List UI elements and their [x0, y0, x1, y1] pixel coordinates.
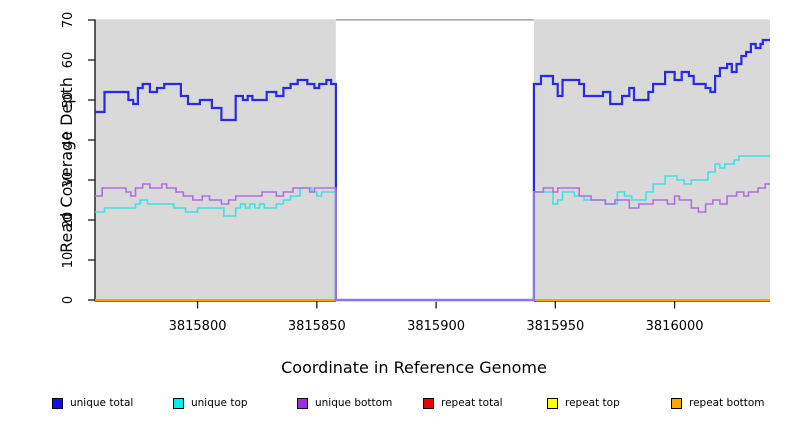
- legend-label: repeat top: [565, 397, 620, 409]
- legend-swatch-unique-bottom: [297, 397, 308, 409]
- legend-label: repeat total: [441, 397, 503, 409]
- legend-swatch-repeat-bottom: [671, 397, 682, 409]
- legend-label: repeat bottom: [689, 397, 765, 409]
- y-tick-label: 60: [61, 52, 76, 69]
- legend-swatch-unique-top: [173, 397, 184, 409]
- legend-label: unique top: [191, 397, 248, 409]
- legend-label: unique bottom: [315, 397, 393, 409]
- legend-item-unique-top: unique top: [173, 395, 248, 411]
- legend-label: unique total: [70, 397, 134, 409]
- x-tick-label: 3815800: [169, 319, 227, 334]
- coverage-panel-right: [533, 19, 770, 301]
- legend-item-repeat-total: repeat total: [423, 395, 503, 411]
- legend-item-repeat-bottom: repeat bottom: [671, 395, 765, 411]
- legend-item-unique-total: unique total: [52, 395, 133, 411]
- legend-item-repeat-top: repeat top: [547, 395, 620, 411]
- legend-swatch-repeat-total: [423, 397, 434, 409]
- series-line-unique-total: [95, 38, 770, 302]
- chart-legend: unique total unique top unique bottom repea…: [0, 395, 792, 415]
- y-tick-label: 30: [61, 172, 76, 189]
- y-tick-label: 70: [61, 12, 76, 29]
- series-line-unique-bottom: [95, 183, 770, 301]
- y-tick-label: 0: [61, 296, 76, 304]
- x-tick-label: 3815950: [526, 319, 584, 334]
- y-tick-label: 20: [61, 212, 76, 229]
- legend-item-unique-bottom: unique bottom: [297, 395, 392, 411]
- masked-region: [335, 19, 534, 302]
- x-tick-label: 3815900: [407, 319, 465, 334]
- legend-swatch-repeat-top: [547, 397, 558, 409]
- x-tick-label: 3815850: [288, 319, 346, 334]
- y-axis-title: Read Coverage Depth: [57, 77, 76, 253]
- coverage-panel-left: [95, 19, 336, 301]
- y-tick-label: 10: [61, 252, 76, 269]
- legend-swatch-unique-total: [52, 397, 63, 409]
- x-axis-title: Coordinate in Reference Genome: [281, 358, 547, 377]
- y-tick-label: 50: [61, 92, 76, 109]
- x-tick-label: 3816000: [646, 319, 704, 334]
- y-tick-label: 40: [61, 132, 76, 149]
